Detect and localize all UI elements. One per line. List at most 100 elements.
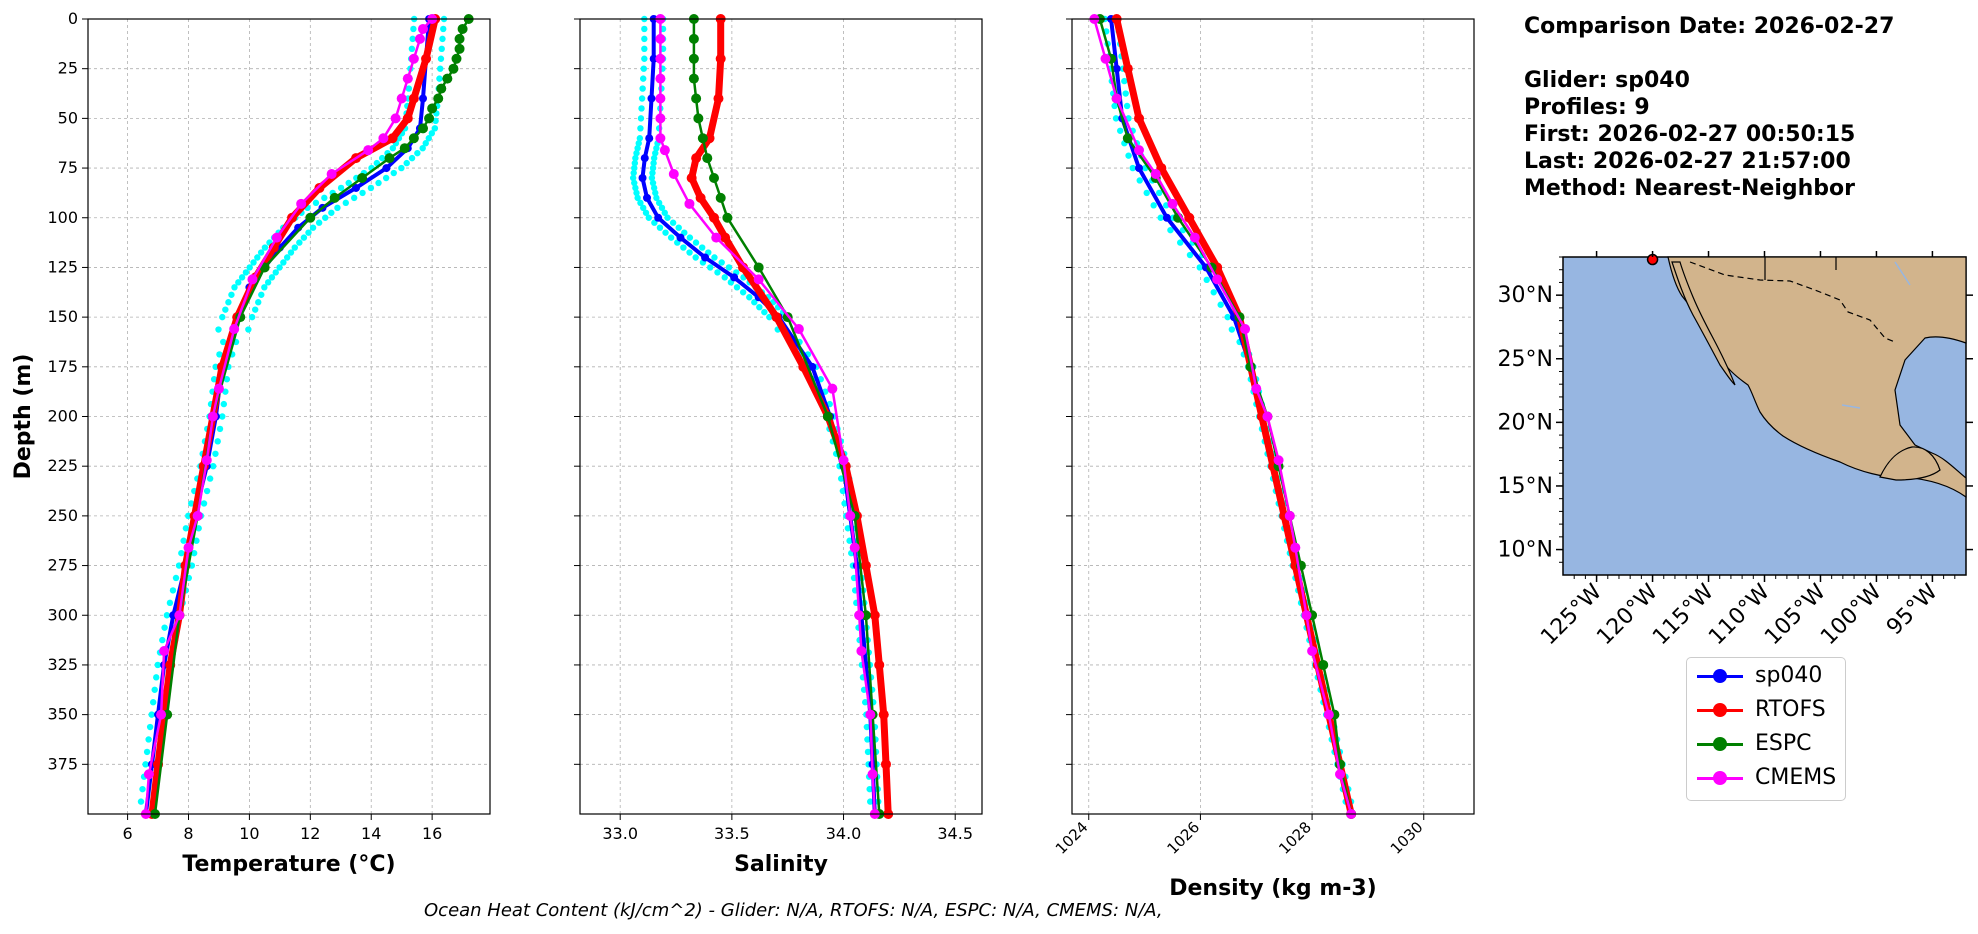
data-point-rtofs xyxy=(869,610,880,621)
scatter-point-glider xyxy=(178,549,185,557)
scatter-point-glider xyxy=(238,274,246,281)
scatter-point-glider xyxy=(841,500,848,507)
data-point-cmems xyxy=(655,53,666,64)
scatter-point-glider xyxy=(766,313,773,321)
data-point-rtofs xyxy=(1184,212,1195,223)
data-point-cmems xyxy=(378,133,389,144)
scatter-point-glider xyxy=(276,264,283,271)
scatter-point-glider xyxy=(652,189,659,197)
scatter-point-glider xyxy=(632,184,639,192)
legend-item-rtofs: RTOFS xyxy=(1687,695,1845,729)
map-lon-label: 105°W xyxy=(1760,579,1831,650)
data-point-cmems xyxy=(229,324,240,335)
scatter-point-glider xyxy=(216,351,223,358)
scatter-point-glider xyxy=(440,25,447,33)
scatter-point-glider xyxy=(425,135,432,142)
scatter-point-glider xyxy=(1125,152,1132,159)
scatter-point-glider xyxy=(656,224,664,231)
x-tick-label: 14 xyxy=(361,824,381,843)
data-point-cmems xyxy=(753,274,764,285)
data-point-rtofs xyxy=(874,659,885,670)
x-tick-label: 34.5 xyxy=(937,824,973,843)
data-point-espc xyxy=(688,53,699,64)
map-lon-label: 125°W xyxy=(1536,579,1607,650)
data-point-cmems xyxy=(711,232,722,243)
data-point-espc xyxy=(702,153,713,164)
data-point-cmems xyxy=(655,113,666,124)
scatter-point-glider xyxy=(751,299,758,306)
scatter-point-glider xyxy=(1228,326,1236,333)
map-lat-label: 25°N xyxy=(1498,347,1553,372)
scatter-point-glider xyxy=(163,612,171,619)
data-point-cmems xyxy=(207,411,218,422)
last-profile-time: Last: 2026-02-27 21:57:00 xyxy=(1524,149,1851,174)
scatter-point-glider xyxy=(638,95,646,102)
scatter-point-glider xyxy=(1167,226,1174,234)
scatter-point-glider xyxy=(405,85,413,92)
scatter-point-glider xyxy=(439,35,446,43)
data-point-cmems xyxy=(856,646,867,657)
data-point-cmems xyxy=(143,769,154,780)
data-point-rtofs xyxy=(387,133,398,144)
scatter-point-glider xyxy=(649,164,657,172)
scatter-point-glider xyxy=(188,500,195,507)
data-point-cmems xyxy=(159,646,170,657)
map-lon-label: 120°W xyxy=(1592,579,1663,650)
data-point-cmems xyxy=(793,324,804,335)
comparison-date: Comparison Date: 2026-02-27 xyxy=(1524,14,1895,39)
scatter-point-glider xyxy=(245,326,252,333)
map-yucatan xyxy=(1879,446,1941,481)
data-point-cmems xyxy=(684,198,695,209)
scatter-point-glider xyxy=(636,135,644,142)
map-lat-label: 10°N xyxy=(1498,538,1553,563)
scatter-point-glider xyxy=(235,279,242,286)
data-point-espc xyxy=(722,212,733,223)
scatter-point-glider xyxy=(305,229,312,236)
scatter-point-glider xyxy=(137,798,145,805)
scatter-point-glider xyxy=(711,254,718,261)
map-lat-label: 20°N xyxy=(1498,410,1553,435)
data-point-cmems xyxy=(414,33,425,44)
y-axis-label: Depth (m) xyxy=(11,354,36,480)
scatter-point-glider xyxy=(698,244,706,251)
data-point-espc xyxy=(305,212,316,223)
scatter-point-glider xyxy=(650,154,658,162)
scatter-point-glider xyxy=(151,686,158,693)
scatter-point-glider xyxy=(863,723,871,731)
data-point-cmems xyxy=(849,542,860,553)
scatter-point-glider xyxy=(188,562,196,569)
location-map: 30°N 25°N 20°N 15°N 10°N 125°W120°W115°W110°W… xyxy=(1498,251,1973,650)
scatter-point-glider xyxy=(686,249,693,256)
data-point-espc xyxy=(691,93,702,104)
scatter-point-glider xyxy=(251,306,259,313)
scatter-point-glider xyxy=(667,234,675,241)
scatter-point-glider xyxy=(428,130,436,137)
data-point-cmems xyxy=(1290,542,1301,553)
data-point-espc xyxy=(688,33,699,44)
data-point-cmems xyxy=(402,73,413,84)
scatter-point-glider xyxy=(312,199,320,207)
data-point-cmems xyxy=(1251,383,1262,394)
scatter-point-glider xyxy=(664,214,671,221)
data-point-espc xyxy=(1318,659,1329,670)
scatter-point-glider xyxy=(692,239,700,246)
data-point-cmems xyxy=(247,274,258,285)
scatter-point-glider xyxy=(403,159,410,167)
scatter-point-glider xyxy=(437,65,444,72)
scatter-point-glider xyxy=(159,636,166,644)
scatter-point-glider xyxy=(180,537,187,544)
scatter-point-glider xyxy=(255,299,262,306)
scatter-point-glider xyxy=(630,169,637,177)
scatter-point-glider xyxy=(258,291,265,298)
scatter-point-glider xyxy=(146,723,154,731)
y-tick-label: 375 xyxy=(47,754,78,773)
scatter-point-glider xyxy=(675,224,682,231)
data-point-espc xyxy=(715,192,726,203)
data-point-cmems xyxy=(1134,145,1144,156)
y-tick-label: 0 xyxy=(68,9,78,28)
data-point-cmems xyxy=(192,510,203,521)
ocean-heat-content-note: Ocean Heat Content (kJ/cm^2) - Glider: N… xyxy=(424,900,1163,921)
map-lon-label: 95°W xyxy=(1882,579,1943,640)
map-lon-label: 115°W xyxy=(1648,579,1719,650)
scatter-point-glider xyxy=(280,259,287,266)
